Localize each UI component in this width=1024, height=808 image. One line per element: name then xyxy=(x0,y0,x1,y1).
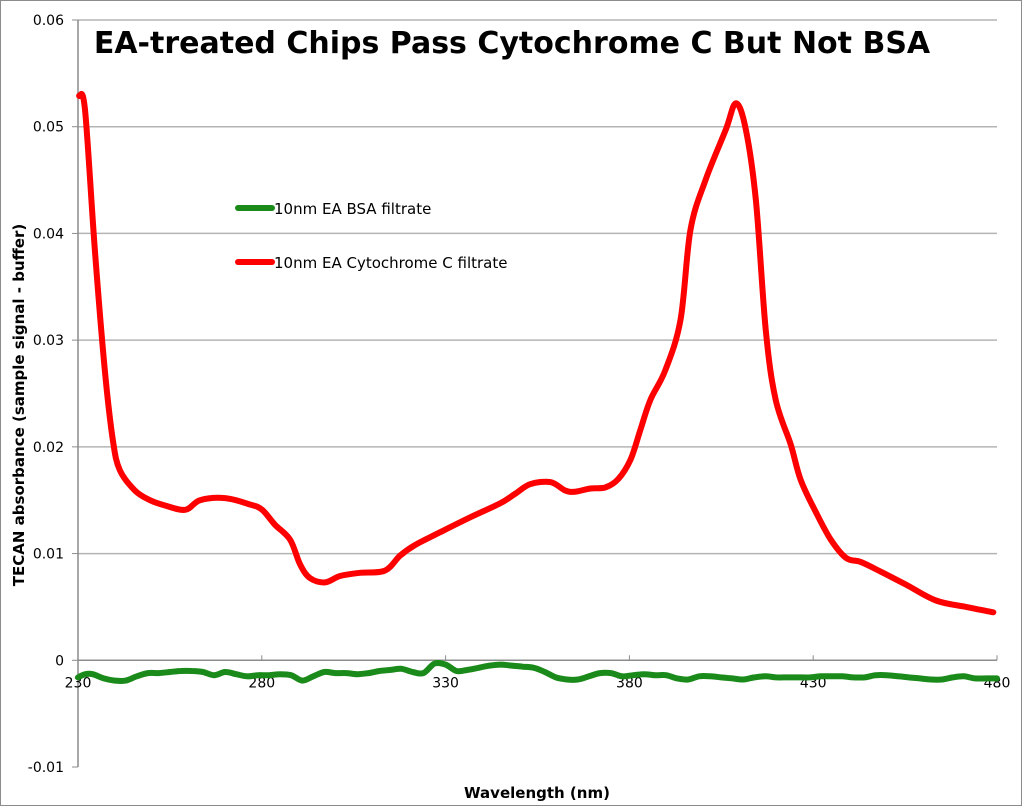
y-axis-label: TECAN absorbance (sample signal - buffer… xyxy=(10,224,28,586)
y-tick-label: -0.01 xyxy=(28,760,64,776)
y-tick-label: 0.01 xyxy=(33,547,64,563)
bsa-series-line xyxy=(75,659,1000,684)
legend: 10nm EA BSA filtrate 10nm EA Cytochrome … xyxy=(235,200,507,272)
series-lines xyxy=(75,90,1000,684)
gridlines xyxy=(72,19,997,768)
x-tick-label: 280 xyxy=(248,675,275,691)
y-tick-label: 0.06 xyxy=(33,13,64,29)
y-tick-label: 0.04 xyxy=(33,226,64,242)
y-tick-labels: -0.01 0 0.01 0.02 0.03 0.04 0.05 0.06 xyxy=(28,13,64,776)
y-tick-label: 0 xyxy=(55,653,64,669)
y-tick-label: 0.05 xyxy=(33,120,64,136)
x-tick-label: 230 xyxy=(65,675,92,691)
legend-label-bsa: 10nm EA BSA filtrate xyxy=(274,200,431,218)
cytochrome-c-series-line xyxy=(76,90,997,616)
legend-label-cytochrome-c: 10nm EA Cytochrome C filtrate xyxy=(274,254,507,272)
y-tick-label: 0.02 xyxy=(33,440,64,456)
y-tick-label: 0.03 xyxy=(33,333,64,349)
x-tick-label: 330 xyxy=(432,675,459,691)
x-tick-labels: 230 280 330 380 430 480 xyxy=(65,675,1011,691)
x-axis-label: Wavelength (nm) xyxy=(464,784,610,802)
chart-title: EA-treated Chips Pass Cytochrome C But N… xyxy=(94,26,931,61)
axes xyxy=(77,20,998,767)
